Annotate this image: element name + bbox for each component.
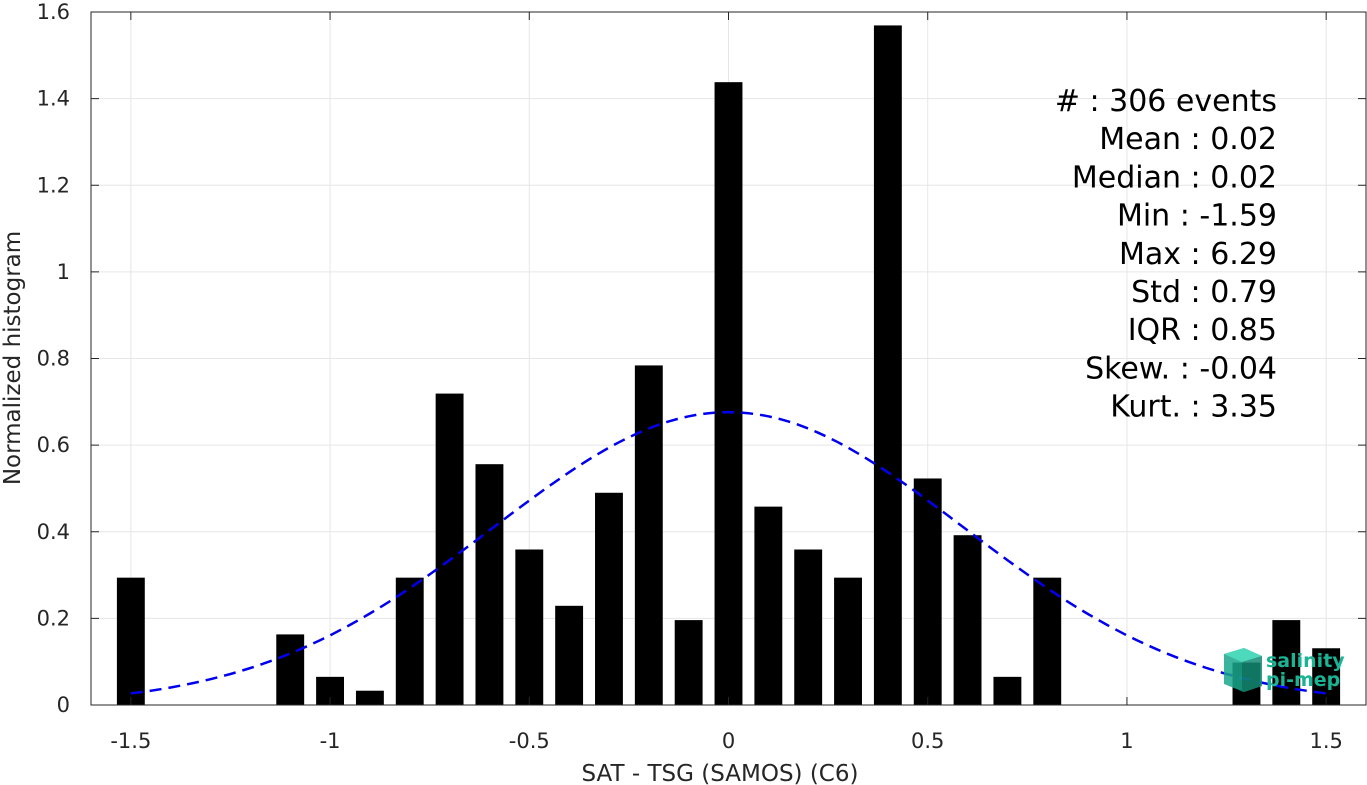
histogram-bar — [475, 464, 504, 705]
logo-text-line2: pi-mep — [1266, 669, 1340, 691]
histogram-bar — [794, 549, 823, 705]
histogram-bar — [1033, 577, 1062, 705]
histogram-bar — [714, 82, 743, 705]
salinity-pi-mep-logo: salinity pi-mep — [1224, 648, 1345, 692]
histogram-bars — [116, 25, 1341, 705]
stats-line: Max : 6.29 — [1119, 237, 1277, 272]
histogram-bar — [355, 690, 384, 705]
y-tick-label: 0.6 — [37, 433, 70, 457]
cube-logo-icon — [1224, 648, 1262, 692]
y-tick-label: 0 — [57, 693, 70, 717]
y-tick-label: 0.8 — [37, 347, 70, 371]
y-tick-label: 0.2 — [37, 606, 70, 630]
y-tick-label: 1 — [57, 260, 70, 284]
histogram-bar — [435, 393, 464, 705]
logo-text-line1: salinity — [1266, 650, 1345, 672]
histogram-bar — [395, 577, 424, 705]
x-axis-ticks: -1.5 -1 -0.5 0 0.5 1 1.5 — [110, 12, 1343, 753]
histogram-bar — [754, 506, 783, 705]
y-tick-label: 0.4 — [37, 520, 70, 544]
histogram-bar — [873, 25, 902, 705]
histogram-bar — [634, 365, 663, 705]
stats-line: IQR : 0.85 — [1128, 313, 1277, 348]
histogram-bar — [834, 577, 862, 705]
x-axis-label: SAT - TSG (SAMOS) (C6) — [582, 761, 859, 785]
histogram-bar — [515, 549, 544, 705]
x-tick-label: 0 — [722, 729, 735, 753]
histogram-bar — [953, 535, 982, 705]
histogram-bar — [1272, 620, 1301, 705]
y-axis-ticks: 0 0.2 0.4 0.6 0.8 1 1.2 1.4 1.6 — [37, 0, 1366, 717]
y-tick-label: 1.2 — [37, 173, 70, 197]
histogram-bar — [555, 605, 584, 705]
x-tick-label: -1.5 — [110, 729, 151, 753]
stats-line: Kurt. : 3.35 — [1110, 390, 1277, 425]
histogram-bar — [913, 478, 942, 705]
histogram-bar — [993, 676, 1022, 705]
histogram-bar — [595, 492, 623, 705]
x-tick-label: -1 — [320, 729, 341, 753]
histogram-bar — [116, 577, 145, 705]
stats-line: Mean : 0.02 — [1099, 122, 1277, 157]
stats-line: # : 306 events — [1055, 84, 1277, 119]
y-tick-label: 1.4 — [37, 87, 70, 111]
x-tick-label: 0.5 — [911, 729, 944, 753]
x-tick-label: -0.5 — [509, 729, 550, 753]
histogram-bar — [1312, 648, 1341, 705]
gaussian-fit-curve — [130, 410, 1327, 695]
stats-line: Skew. : -0.04 — [1085, 351, 1277, 386]
stats-line: Median : 0.02 — [1072, 160, 1277, 195]
y-tick-label: 1.6 — [37, 0, 70, 24]
x-tick-label: 1.5 — [1309, 729, 1342, 753]
histogram-bar — [276, 634, 305, 705]
y-axis-label: Normalized histogram — [0, 231, 26, 485]
stats-line: Min : -1.59 — [1117, 199, 1277, 234]
histogram-bar — [674, 620, 703, 705]
x-tick-label: 1 — [1120, 729, 1133, 753]
stats-line: Std : 0.79 — [1131, 275, 1277, 310]
